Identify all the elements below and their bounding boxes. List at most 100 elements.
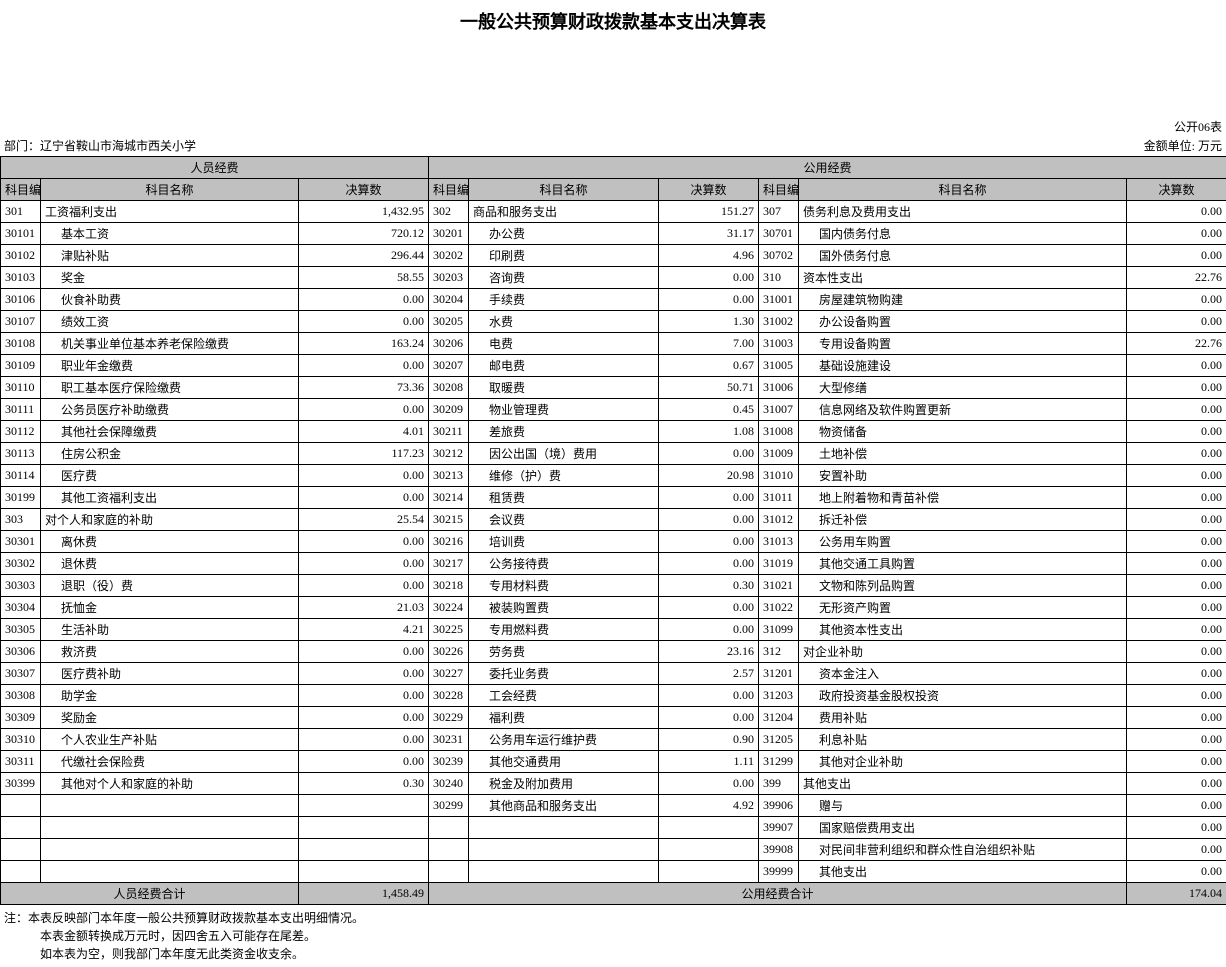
cell-code: 30308 [1, 685, 41, 707]
table-row: 30108机关事业单位基本养老保险缴费163.2430206电费7.003100… [1, 333, 1226, 355]
cell-value: 0.00 [1127, 575, 1226, 597]
cell-value [299, 817, 429, 839]
hdr-name: 科目名称 [469, 179, 659, 201]
cell-code: 30399 [1, 773, 41, 795]
cell-value: 0.00 [299, 399, 429, 421]
cell-name: 伙食补助费 [41, 289, 299, 311]
cell-value: 20.98 [659, 465, 759, 487]
cell-value: 0.00 [659, 509, 759, 531]
cell-value: 0.00 [299, 311, 429, 333]
cell-name: 专用材料费 [469, 575, 659, 597]
cell-code: 31299 [759, 751, 799, 773]
unit-label: 金额单位: 万元 [1144, 137, 1222, 154]
cell-code: 30227 [429, 663, 469, 685]
cell-code: 39999 [759, 861, 799, 883]
cell-value [659, 839, 759, 861]
cell-value: 0.00 [659, 443, 759, 465]
cell-value: 0.00 [1127, 707, 1226, 729]
cell-name: 利息补贴 [799, 729, 1127, 751]
cell-name: 医疗费 [41, 465, 299, 487]
cell-code: 30199 [1, 487, 41, 509]
cell-code: 399 [759, 773, 799, 795]
table-row: 30114医疗费0.0030213维修（护）费20.9831010安置补助0.0… [1, 465, 1226, 487]
cell-name: 医疗费补助 [41, 663, 299, 685]
cell-name: 咨询费 [469, 267, 659, 289]
table-code: 公开06表 [1174, 118, 1222, 135]
cell-name [469, 839, 659, 861]
table-row: 30107绩效工资0.0030205水费1.3031002办公设备购置0.00 [1, 311, 1226, 333]
cell-code: 30206 [429, 333, 469, 355]
cell-value: 0.00 [299, 641, 429, 663]
totals-row: 人员经费合计 1,458.49 公用经费合计 174.04 [1, 883, 1226, 905]
cell-code: 31021 [759, 575, 799, 597]
cell-name: 公务用车购置 [799, 531, 1127, 553]
cell-value: 0.00 [659, 553, 759, 575]
cell-value: 31.17 [659, 223, 759, 245]
cell-code: 30211 [429, 421, 469, 443]
cell-value: 163.24 [299, 333, 429, 355]
hdr-val: 决算数 [659, 179, 759, 201]
cell-name: 专用设备购置 [799, 333, 1127, 355]
cell-code: 30102 [1, 245, 41, 267]
cell-value: 0.00 [1127, 641, 1226, 663]
table-row: 303对个人和家庭的补助25.5430215会议费0.0031012拆迁补偿0.… [1, 509, 1226, 531]
cell-code: 30111 [1, 399, 41, 421]
cell-code: 30201 [429, 223, 469, 245]
cell-code: 31002 [759, 311, 799, 333]
cell-code: 301 [1, 201, 41, 223]
cell-code [1, 795, 41, 817]
cell-name: 赠与 [799, 795, 1127, 817]
cell-code: 30204 [429, 289, 469, 311]
cell-code: 31003 [759, 333, 799, 355]
page-title: 一般公共预算财政拨款基本支出决算表 [0, 0, 1226, 38]
table-row: 30113住房公积金117.2330212因公出国（境）费用0.0031009土… [1, 443, 1226, 465]
cell-value [299, 795, 429, 817]
cell-name: 房屋建筑物购建 [799, 289, 1127, 311]
cell-code: 303 [1, 509, 41, 531]
cell-name: 公务员医疗补助缴费 [41, 399, 299, 421]
cell-name: 对民间非营利组织和群众性自治组织补贴 [799, 839, 1127, 861]
cell-value: 7.00 [659, 333, 759, 355]
cell-value: 0.00 [659, 707, 759, 729]
cell-value: 0.00 [1127, 817, 1226, 839]
cell-value: 0.30 [659, 575, 759, 597]
cell-code: 31205 [759, 729, 799, 751]
cell-value: 0.00 [659, 619, 759, 641]
table-row: 30308助学金0.0030228工会经费0.0031203政府投资基金股权投资… [1, 685, 1226, 707]
table-row: 30101基本工资720.1230201办公费31.1730701国内债务付息0… [1, 223, 1226, 245]
hdr-val: 决算数 [299, 179, 429, 201]
table-row: 301工资福利支出1,432.95302商品和服务支出151.27307债务利息… [1, 201, 1226, 223]
cell-name: 拆迁补偿 [799, 509, 1127, 531]
cell-code: 30212 [429, 443, 469, 465]
cell-code: 310 [759, 267, 799, 289]
cell-value: 0.00 [1127, 663, 1226, 685]
cell-code: 39906 [759, 795, 799, 817]
cell-code: 30114 [1, 465, 41, 487]
cell-value: 0.00 [299, 355, 429, 377]
cell-value [299, 839, 429, 861]
cell-name [41, 861, 299, 883]
cell-name: 被装购置费 [469, 597, 659, 619]
cell-value: 0.00 [1127, 553, 1226, 575]
cell-value: 0.00 [299, 531, 429, 553]
cell-name: 维修（护）费 [469, 465, 659, 487]
cell-name: 退休费 [41, 553, 299, 575]
cell-code: 30203 [429, 267, 469, 289]
cell-code: 30304 [1, 597, 41, 619]
cell-name: 费用补贴 [799, 707, 1127, 729]
cell-code: 39908 [759, 839, 799, 861]
cell-code: 30217 [429, 553, 469, 575]
cell-name: 其他商品和服务支出 [469, 795, 659, 817]
cell-value: 0.00 [1127, 619, 1226, 641]
cell-value: 0.00 [1127, 245, 1226, 267]
cell-value: 0.67 [659, 355, 759, 377]
cell-code: 31009 [759, 443, 799, 465]
cell-value: 0.00 [299, 707, 429, 729]
cell-value: 0.00 [299, 289, 429, 311]
cell-name: 工会经费 [469, 685, 659, 707]
cell-name: 其他交通工具购置 [799, 553, 1127, 575]
cell-name: 工资福利支出 [41, 201, 299, 223]
cell-value: 0.00 [1127, 311, 1226, 333]
cell-code: 30103 [1, 267, 41, 289]
cell-code: 31019 [759, 553, 799, 575]
